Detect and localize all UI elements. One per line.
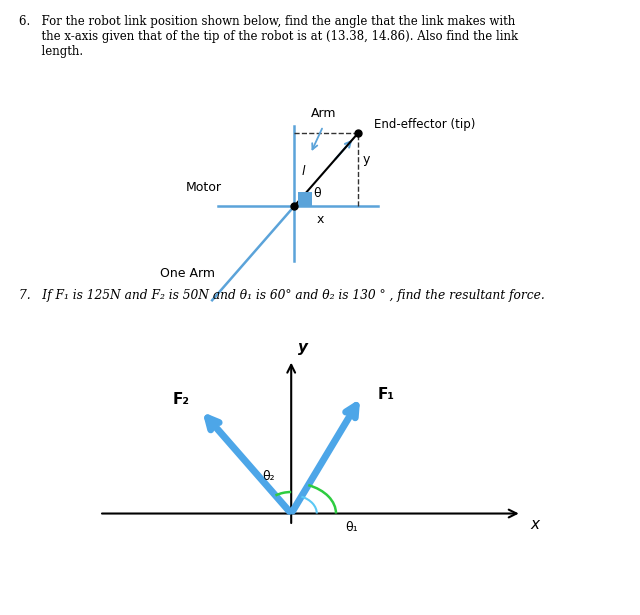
Bar	[298, 192, 312, 206]
Text: x: x	[316, 213, 324, 226]
Text: Motor: Motor	[186, 181, 221, 194]
Text: x: x	[530, 517, 539, 532]
Text: y: y	[362, 153, 369, 166]
Text: F₂: F₂	[172, 392, 189, 407]
Text: One Arm: One Arm	[160, 267, 215, 280]
Text: θ: θ	[313, 188, 321, 200]
Text: 6.   For the robot link position shown below, find the angle that the link makes: 6. For the robot link position shown bel…	[19, 15, 515, 28]
Text: y: y	[298, 340, 308, 355]
Text: the x-axis given that of the tip of the robot is at (13.38, 14.86). Also find th: the x-axis given that of the tip of the …	[19, 30, 518, 43]
Text: 7.   If F₁ is 125N and F₂ is 50N and θ₁ is 60° and θ₂ is 130 ° , find the result: 7. If F₁ is 125N and F₂ is 50N and θ₁ is…	[19, 289, 545, 302]
Text: End-effector (tip): End-effector (tip)	[374, 118, 476, 131]
Text: Arm: Arm	[310, 107, 336, 120]
Text: l: l	[301, 165, 305, 178]
Text: θ₂: θ₂	[262, 470, 275, 483]
Text: length.: length.	[19, 45, 83, 58]
Text: θ₁: θ₁	[346, 521, 358, 534]
Text: F₁: F₁	[378, 387, 395, 402]
